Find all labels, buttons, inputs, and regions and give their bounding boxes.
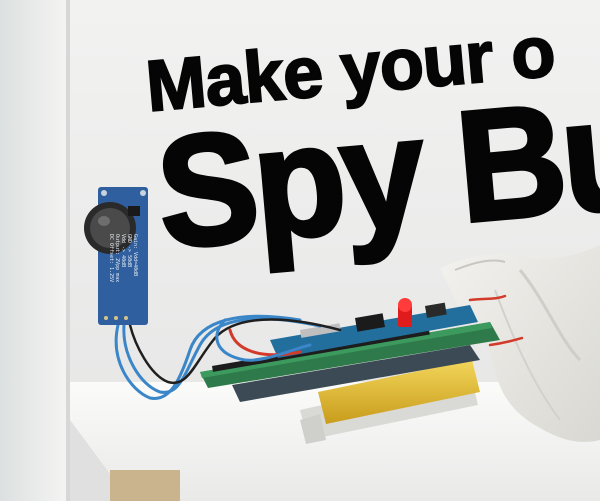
microphone-module xyxy=(84,187,148,325)
upper-board xyxy=(270,305,478,358)
fabric-fold-3 xyxy=(494,289,561,421)
fabric-fold xyxy=(454,259,506,271)
chip xyxy=(354,313,385,332)
fabric-bag xyxy=(440,245,600,442)
wooden-drawer xyxy=(110,470,180,501)
wall-corner-edge xyxy=(66,0,70,501)
red-led-dome xyxy=(398,298,412,312)
shelf-top xyxy=(70,382,600,501)
left-wall-panel xyxy=(0,0,68,501)
lower-board xyxy=(232,345,480,402)
connector xyxy=(425,302,447,318)
fabric-fold-2 xyxy=(518,269,582,362)
battery xyxy=(318,360,480,424)
battery-cap xyxy=(300,414,326,444)
wires xyxy=(114,294,524,400)
